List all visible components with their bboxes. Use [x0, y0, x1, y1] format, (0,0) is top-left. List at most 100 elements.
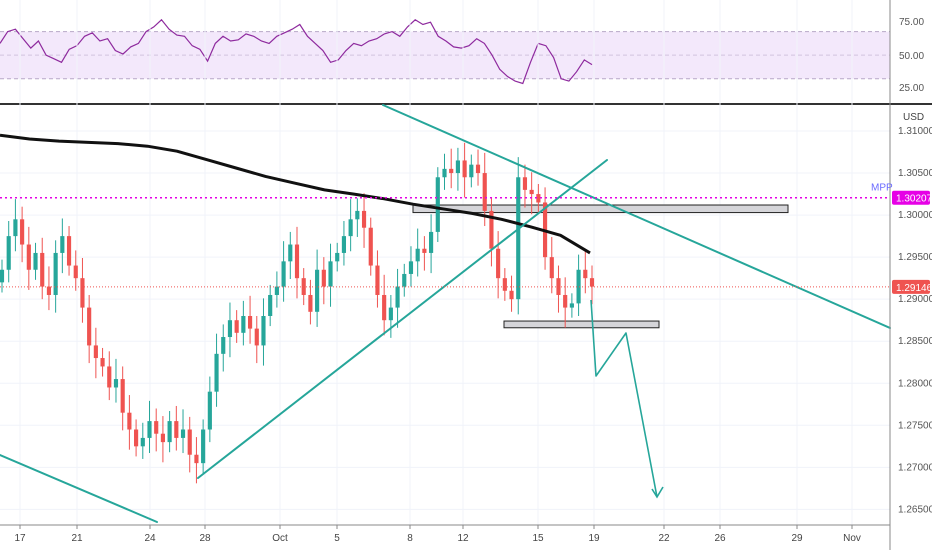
candle-body: [429, 231, 434, 253]
candle-body: [0, 269, 5, 283]
candle-body: [529, 189, 534, 195]
candle-body: [375, 265, 380, 295]
candle-body: [241, 316, 246, 333]
candle-body: [502, 278, 507, 291]
price-tick-label: 1.30000: [898, 210, 932, 221]
projected-path: [590, 299, 658, 498]
time-tick-labels: 17 21 24 28 Oct 5 8 12 15 19 22 26 29 No…: [14, 533, 860, 544]
candle-body: [66, 236, 72, 266]
candle-body: [583, 269, 588, 279]
candle-body: [60, 236, 65, 253]
rsi-series-line: [0, 18, 593, 85]
rsi-tick-label: 25.00: [899, 83, 924, 94]
candle-body: [469, 164, 474, 178]
candle-body: [73, 265, 78, 279]
time-tick-label: 21: [71, 533, 83, 544]
candle-body: [201, 429, 206, 464]
candle-body: [509, 290, 514, 300]
candle-body: [107, 366, 112, 388]
candle-body: [563, 294, 568, 308]
candle-body: [268, 294, 273, 316]
candle-body: [234, 320, 239, 333]
candle-body: [281, 261, 286, 287]
candle-body: [321, 269, 326, 287]
candle-body: [368, 227, 373, 266]
candle-body: [87, 307, 92, 346]
candle-body: [167, 421, 172, 443]
time-tick-label: 24: [144, 533, 156, 544]
candle-body: [174, 421, 179, 438]
candle-body: [120, 379, 125, 413]
candle-body: [435, 177, 440, 232]
price-tick-label: 1.27000: [898, 462, 932, 473]
time-tick-label: Oct: [272, 533, 288, 544]
candle-body: [549, 257, 554, 279]
candle-body: [482, 173, 487, 211]
rsi-panel: 75.00 50.00 25.00: [0, 17, 924, 94]
last-price-badge-text: 1.29146: [896, 283, 932, 294]
candle-body: [247, 316, 253, 329]
candle-body: [569, 303, 574, 308]
time-tick-label: Nov: [843, 533, 861, 544]
candle-body: [40, 252, 45, 287]
candle-body: [180, 429, 186, 438]
candle-body: [522, 177, 528, 190]
rsi-tick-label: 50.00: [899, 51, 924, 62]
candle-body: [355, 210, 360, 220]
moving-average-line: [0, 133, 591, 255]
candle-body: [294, 244, 300, 279]
last-price-badge: [892, 279, 930, 294]
candle-body: [134, 429, 139, 447]
ascending-trendline: [197, 159, 608, 479]
candle-body: [288, 244, 293, 262]
candle-body: [422, 248, 427, 253]
time-axis[interactable]: 17 21 24 28 Oct 5 8 12 15 19 22 26 29 No…: [0, 524, 890, 544]
candle-body: [328, 261, 333, 287]
candle-body: [415, 248, 420, 262]
price-tick-label: 1.30500: [898, 168, 932, 179]
price-tick-labels: 1.31000 1.30500 1.30000 1.29500 1.29000 …: [898, 126, 932, 515]
currency-label: USD: [903, 112, 924, 123]
candle-body: [348, 219, 353, 237]
candle-body: [462, 160, 467, 178]
candle-body: [113, 379, 119, 388]
candle-body: [589, 278, 595, 287]
candle-body: [308, 294, 313, 312]
price-tick-label: 1.26500: [898, 504, 932, 515]
candle-body: [20, 219, 25, 245]
candle-body: [13, 219, 18, 237]
price-axis[interactable]: USD 1.31000 1.30500 1.30000 1.29500 1.29…: [871, 0, 932, 550]
candle-body: [341, 236, 347, 253]
trend-annotations: [0, 104, 891, 523]
candle-body: [449, 168, 454, 174]
candle-body: [402, 273, 407, 287]
candle-body: [33, 252, 38, 270]
price-tick-label: 1.29500: [898, 252, 932, 263]
price-panel: [0, 0, 891, 529]
candle-body: [496, 248, 501, 279]
time-tick-label: 8: [407, 533, 413, 544]
candle-body: [160, 433, 165, 443]
candle-body: [127, 412, 132, 430]
candle-body: [455, 160, 460, 174]
time-tick-label: 17: [14, 533, 26, 544]
mpp-price-badge: [892, 190, 930, 205]
candle-body: [187, 429, 192, 455]
price-tick-label: 1.28500: [898, 336, 932, 347]
candle-body: [442, 168, 447, 178]
candle-body: [475, 164, 481, 174]
candle-body: [489, 210, 494, 249]
time-tick-label: 29: [791, 533, 803, 544]
candle-body: [254, 328, 259, 346]
time-tick-label: 28: [199, 533, 211, 544]
candle-body: [207, 391, 212, 430]
price-tick-label: 1.31000: [898, 126, 932, 137]
candle-body: [395, 286, 400, 308]
price-tick-label: 1.27500: [898, 420, 932, 431]
time-tick-label: 19: [588, 533, 600, 544]
candle-body: [140, 437, 145, 447]
sr-zone: [412, 204, 789, 214]
candle-body: [408, 261, 414, 274]
